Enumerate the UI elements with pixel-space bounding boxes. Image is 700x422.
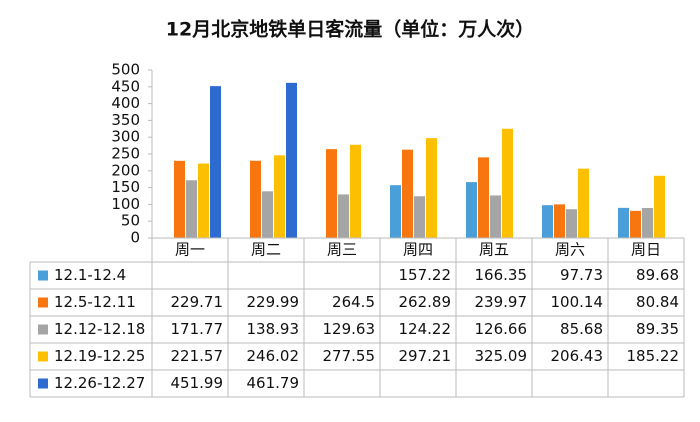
bar <box>286 82 297 238</box>
bar <box>210 86 221 238</box>
table-value: 89.68 <box>636 266 679 284</box>
bar <box>642 207 653 238</box>
table-value: 239.97 <box>475 293 528 311</box>
y-tick-label: 450 <box>111 77 140 95</box>
table-value: 166.35 <box>475 266 528 284</box>
table-value: 126.66 <box>475 320 528 338</box>
table-value: 297.21 <box>399 347 452 365</box>
y-tick-label: 200 <box>111 161 140 179</box>
legend-label: 12.5-12.11 <box>54 293 136 311</box>
legend-label: 12.1-12.4 <box>54 266 126 284</box>
bar <box>478 157 489 238</box>
y-tick-label: 300 <box>111 128 140 146</box>
legend-swatch <box>38 351 48 362</box>
bar <box>654 175 665 238</box>
bar <box>566 209 577 238</box>
bar <box>326 149 337 238</box>
bar <box>578 168 589 238</box>
table-value: 89.35 <box>636 320 679 338</box>
bar <box>186 180 197 238</box>
bar <box>174 160 185 238</box>
bar <box>198 163 209 238</box>
table-value: 221.57 <box>171 347 224 365</box>
bar <box>466 182 477 238</box>
x-tick-label: 周一 <box>175 241 205 259</box>
table-value: 206.43 <box>551 347 604 365</box>
bar <box>426 138 437 238</box>
table-value: 85.68 <box>560 320 603 338</box>
bar <box>490 195 501 238</box>
y-tick-label: 100 <box>111 195 140 213</box>
table-value: 97.73 <box>560 266 603 284</box>
y-tick-label: 400 <box>111 94 140 112</box>
y-tick-label: 250 <box>111 145 140 163</box>
table-value: 461.79 <box>247 374 300 392</box>
table-value: 246.02 <box>247 347 300 365</box>
bar <box>502 128 513 238</box>
legend-swatch <box>38 270 48 281</box>
table-value: 229.99 <box>247 293 300 311</box>
bar <box>338 194 349 238</box>
x-tick-label: 周三 <box>327 241 357 259</box>
table-value: 262.89 <box>399 293 452 311</box>
x-tick-label: 周日 <box>631 241 661 259</box>
bar <box>618 207 629 238</box>
bar <box>274 155 285 238</box>
legend-swatch <box>38 324 48 335</box>
table-value: 264.5 <box>332 293 375 311</box>
chart-title: 12月北京地铁单日客流量（单位：万人次） <box>166 18 534 41</box>
bar <box>350 144 361 238</box>
legend-label: 12.12-12.18 <box>54 320 145 338</box>
bar <box>402 149 413 238</box>
bar <box>390 185 401 238</box>
x-tick-label: 周六 <box>555 241 585 259</box>
bar <box>250 160 261 238</box>
bar <box>542 205 553 238</box>
table-value: 171.77 <box>171 320 224 338</box>
table-value: 124.22 <box>399 320 452 338</box>
bar <box>630 210 641 238</box>
y-tick-label: 50 <box>121 212 140 230</box>
table-value: 229.71 <box>171 293 224 311</box>
table-value: 100.14 <box>551 293 604 311</box>
table-value: 138.93 <box>247 320 300 338</box>
table-value: 185.22 <box>627 347 680 365</box>
y-tick-label: 350 <box>111 111 140 129</box>
x-tick-label: 周二 <box>251 241 281 259</box>
legend-swatch <box>38 297 48 308</box>
legend-swatch <box>38 378 48 389</box>
table-value: 129.63 <box>323 320 376 338</box>
bar <box>414 196 425 238</box>
bar <box>262 191 273 238</box>
table-value: 80.84 <box>636 293 679 311</box>
x-tick-label: 周四 <box>403 241 433 259</box>
bar <box>554 204 565 238</box>
y-tick-label: 150 <box>111 178 140 196</box>
x-tick-label: 周五 <box>479 241 509 259</box>
table-value: 451.99 <box>171 374 224 392</box>
table-value: 157.22 <box>399 266 452 284</box>
table-value: 325.09 <box>475 347 528 365</box>
legend-label: 12.26-12.27 <box>54 374 145 392</box>
table-value: 277.55 <box>323 347 376 365</box>
legend-label: 12.19-12.25 <box>54 347 145 365</box>
y-tick-label: 500 <box>111 61 140 79</box>
y-tick-label: 0 <box>130 229 140 247</box>
